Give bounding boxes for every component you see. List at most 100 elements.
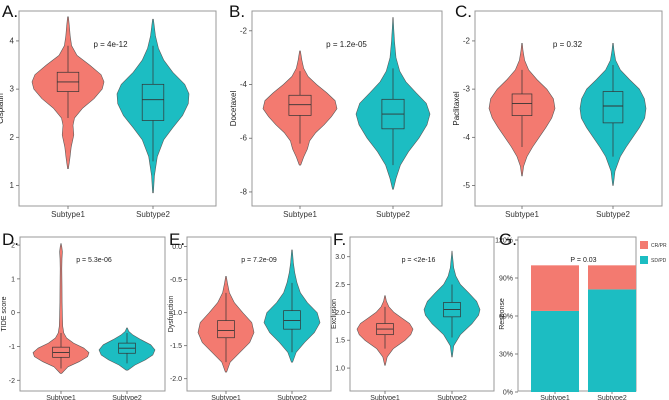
y-tick-label: 30%	[499, 352, 513, 359]
box-subtype2	[602, 91, 624, 124]
legend-swatch	[640, 241, 648, 249]
p-value-text: p = 7.2e-09	[241, 257, 277, 264]
p-value-text: p = 4e-12	[93, 40, 128, 49]
legend-label: CR/PR	[651, 243, 667, 249]
y-tick-label: -6	[240, 134, 248, 143]
legend-label: SD/PD	[651, 258, 667, 264]
plot-frame	[474, 10, 663, 207]
p-value-text: p = 0.32	[553, 40, 583, 49]
y-axis-label: TIDE score	[1, 296, 8, 331]
y-tick-label: 0%	[503, 390, 513, 397]
x-tick-label: Subtype2	[596, 210, 630, 219]
box-subtype1	[217, 320, 235, 339]
y-tick-label: 1.0	[335, 366, 345, 373]
y-tick-label: 1	[10, 181, 15, 190]
box-subtype2	[283, 310, 301, 330]
panel-a: A. 1 2 3 4 Cisplatin Subtype1 Subtype2 p = 4e-12	[0, 2, 217, 219]
y-tick-label: -2	[240, 26, 248, 35]
bar-subtype2-sdpd	[588, 289, 636, 392]
bar-subtype1-crpr	[531, 265, 579, 311]
y-tick-label: 120%	[495, 238, 513, 245]
panel-label: C.	[455, 2, 472, 21]
y-tick-label: 2.0	[335, 310, 345, 317]
panel-label: F.	[333, 230, 346, 249]
y-axis-label: Cisplatin	[0, 93, 5, 124]
y-tick-label: 4	[10, 36, 15, 45]
y-tick-label: -2	[9, 378, 15, 385]
violin-subtype2	[423, 250, 481, 358]
violin-subtype1	[356, 295, 414, 366]
bar-subtype1-sdpd	[531, 310, 579, 392]
y-tick-label: -0.5	[170, 277, 182, 284]
violin-subtype1	[197, 276, 255, 373]
violin-subtype2	[579, 43, 647, 186]
box-subtype1	[511, 93, 533, 116]
y-tick-label: 0	[11, 310, 15, 317]
p-value-text: p = 5.3e-06	[76, 257, 112, 264]
y-tick-label: -4	[463, 133, 471, 142]
plot-frame	[251, 10, 443, 207]
x-tick-label: Subtype1	[46, 395, 76, 400]
y-axis-label: Response	[499, 298, 506, 330]
box-subtype1	[288, 94, 312, 116]
panel-label: B.	[229, 2, 245, 21]
y-tick-label: 3.0	[335, 254, 345, 261]
legend-swatch	[640, 256, 648, 264]
violin-subtype2	[116, 18, 190, 194]
panel-label: E.	[169, 230, 185, 249]
panel-label: D.	[2, 230, 19, 249]
panel-b: B. -2 -4 -6 -8 Docetaxel Subtype1 Subtype2 p = 1…	[229, 2, 443, 219]
panel-label: A.	[2, 2, 18, 21]
y-tick-label: -1.5	[170, 343, 182, 350]
y-axis-label: Paclitaxel	[452, 91, 461, 125]
y-tick-label: -2.0	[170, 376, 182, 383]
x-tick-label: Subtype1	[505, 210, 539, 219]
y-axis-label: Exclusion	[331, 299, 338, 329]
plot-frame	[186, 236, 332, 392]
y-tick-label: 2.5	[335, 282, 345, 289]
violin-subtype1	[32, 243, 90, 374]
y-tick-label: 60%	[499, 314, 513, 321]
panel-g: G. 0% 30% 60% 90% 120% Response Subtype1 Subtype…	[495, 230, 667, 400]
violin-subtype1	[488, 43, 556, 177]
x-tick-label: Subtype1	[540, 395, 570, 400]
y-tick-label: -4	[240, 80, 248, 89]
x-tick-label: Subtype2	[597, 395, 627, 400]
y-tick-label: 1.5	[335, 338, 345, 345]
x-tick-label: Subtype1	[370, 395, 400, 400]
y-axis-label: Dysfunction	[168, 296, 175, 333]
y-axis-label: Docetaxel	[229, 90, 238, 126]
panel-e: E.0.0 -0.5 -1.0 -1.5 -2.0 Dysfunction Subtype1…	[168, 230, 332, 400]
x-tick-label: Subtype1	[211, 395, 241, 400]
x-tick-label: Subtype1	[51, 210, 85, 219]
violin-subtype2	[355, 17, 431, 190]
y-tick-label: -2	[463, 36, 471, 45]
y-tick-label: 2	[10, 133, 15, 142]
x-tick-label: Subtype2	[136, 210, 170, 219]
bar-subtype2-crpr	[588, 265, 636, 290]
plot-frame	[19, 236, 166, 392]
box-subtype2	[141, 83, 165, 121]
panel-label: G.	[499, 230, 517, 249]
p-value-text: p = 1.2e-05	[326, 40, 367, 49]
y-tick-label: -1	[9, 344, 15, 351]
y-tick-label: -1.0	[170, 310, 182, 317]
p-value-text: p = <2e-16	[402, 257, 436, 264]
violin-subtype1	[262, 50, 338, 166]
x-tick-label: Subtype2	[437, 395, 467, 400]
panel-d: D.2 1 0 -1 -2 TIDE score Subtype1 Subtype2 p = 5…	[1, 230, 166, 400]
y-tick-label: 0.0	[172, 244, 182, 251]
x-tick-label: Subtype1	[283, 210, 317, 219]
x-tick-label: Subtype2	[277, 395, 307, 400]
x-tick-label: Subtype2	[376, 210, 410, 219]
y-tick-label: -3	[463, 85, 471, 94]
y-tick-label: 2	[11, 243, 15, 250]
y-tick-label: 90%	[499, 276, 513, 283]
x-tick-label: Subtype2	[112, 395, 142, 400]
y-tick-label: -5	[463, 181, 471, 190]
panel-c: C. -2 -3 -4 -5 Paclitaxel Subtype1 Subtype2 p = …	[452, 2, 663, 219]
plot-frame	[18, 10, 217, 207]
y-tick-label: -8	[240, 187, 248, 196]
plot-frame	[349, 236, 495, 392]
